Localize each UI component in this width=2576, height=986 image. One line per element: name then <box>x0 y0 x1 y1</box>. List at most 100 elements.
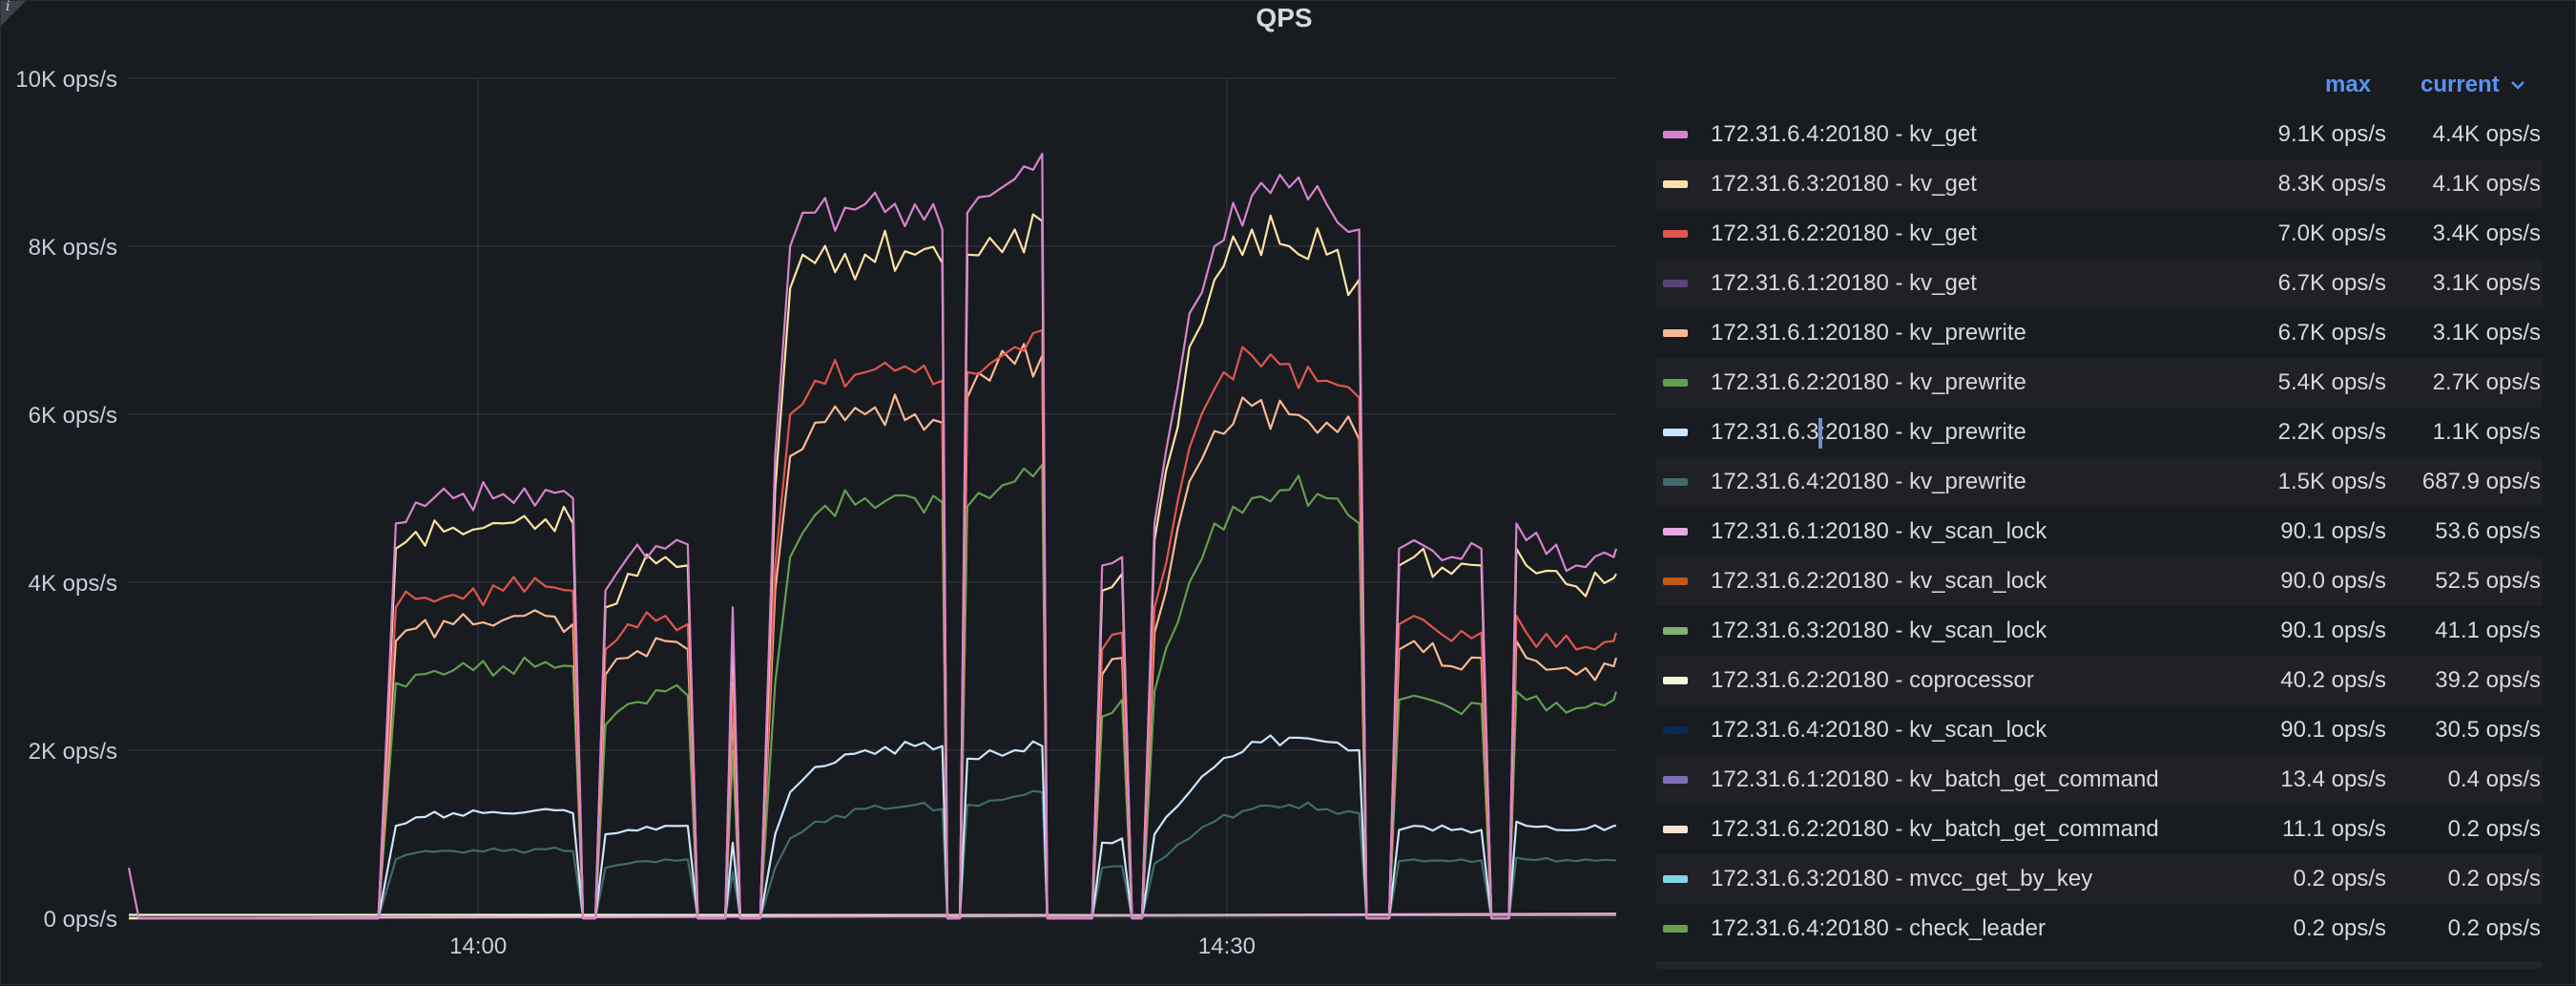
x-tick-label: 14:00 <box>449 934 507 959</box>
series-color-swatch[interactable] <box>1663 379 1688 387</box>
series-color-swatch[interactable] <box>1663 429 1688 436</box>
y-tick-label: 6K ops/s <box>29 403 117 429</box>
legend-max-value: 2.2K ops/s <box>2233 419 2386 446</box>
legend-series-name[interactable]: 172.31.6.2:20180 - kv_scan_lock <box>1711 568 2233 595</box>
legend-current-value: 4.1K ops/s <box>2386 171 2543 198</box>
legend-current-value: 4.4K ops/s <box>2386 121 2543 148</box>
chevron-down-icon <box>2509 78 2526 92</box>
series-color-swatch[interactable] <box>1663 875 1688 883</box>
legend-max-value: 90.1 ops/s <box>2233 717 2386 744</box>
legend-series-name[interactable]: 172.31.6.2:20180 - kv_batch_get_command <box>1711 816 2233 843</box>
legend-header-max[interactable]: max <box>2325 72 2371 98</box>
legend-series-name[interactable]: 172.31.6.1:20180 - kv_prewrite <box>1711 320 2233 346</box>
y-tick-label: 0 ops/s <box>44 907 117 933</box>
series-color-swatch[interactable] <box>1663 180 1688 188</box>
y-tick-label: 8K ops/s <box>29 235 117 261</box>
series-color-swatch[interactable] <box>1663 776 1688 784</box>
legend-current-value: 41.1 ops/s <box>2386 618 2543 644</box>
series-line <box>129 330 1616 918</box>
legend-series-name[interactable]: 172.31.6.4:20180 - kv_prewrite <box>1711 469 2233 495</box>
legend-max-value: 8.3K ops/s <box>2233 171 2386 198</box>
legend-current-value: 53.6 ops/s <box>2386 518 2543 545</box>
legend-max-value: 0.2 ops/s <box>2233 915 2386 942</box>
legend-max-value: 6.7K ops/s <box>2233 320 2386 346</box>
legend-max-value: 1.5K ops/s <box>2233 469 2386 495</box>
series-color-swatch[interactable] <box>1663 726 1688 734</box>
legend-max-value: 0.2 ops/s <box>2233 866 2386 892</box>
series-color-swatch[interactable] <box>1663 528 1688 535</box>
legend-current-value: 39.2 ops/s <box>2386 667 2543 694</box>
legend-header-current-label: current <box>2420 72 2500 97</box>
legend-series-name[interactable]: 172.31.6.3:20180 - kv_get <box>1711 171 2233 198</box>
legend-current-value: 2.7K ops/s <box>2386 369 2543 396</box>
legend-series-name[interactable]: 172.31.6.2:20180 - kv_prewrite <box>1711 369 2233 396</box>
legend-series-name[interactable]: 172.31.6.3:20180 - mvcc_get_by_key <box>1711 866 2233 892</box>
qps-chart[interactable]: 0 ops/s2K ops/s4K ops/s6K ops/s8K ops/s1… <box>1 1 1623 986</box>
legend-current-value: 3.1K ops/s <box>2386 320 2543 346</box>
legend-max-value: 90.0 ops/s <box>2233 568 2386 595</box>
legend-current-value: 0.4 ops/s <box>2386 766 2543 793</box>
legend-max-value: 7.0K ops/s <box>2233 220 2386 247</box>
legend-series-name[interactable]: 172.31.6.2:20180 - coprocessor <box>1711 667 2233 694</box>
legend-current-value: 30.5 ops/s <box>2386 717 2543 744</box>
x-tick-label: 14:30 <box>1198 934 1256 959</box>
legend-series-name[interactable]: 172.31.6.3:20180 - kv_prewrite <box>1711 419 2233 446</box>
legend-max-value: 40.2 ops/s <box>2233 667 2386 694</box>
legend-series-name[interactable]: 172.31.6.4:20180 - kv_scan_lock <box>1711 717 2233 744</box>
legend-max-value: 5.4K ops/s <box>2233 369 2386 396</box>
series-color-swatch[interactable] <box>1663 925 1688 933</box>
series-color-swatch[interactable] <box>1663 826 1688 833</box>
legend-max-value: 9.1K ops/s <box>2233 121 2386 148</box>
legend-series-name[interactable]: 172.31.6.1:20180 - kv_batch_get_command <box>1711 766 2233 793</box>
y-tick-label: 4K ops/s <box>29 571 117 597</box>
legend-max-value: 90.1 ops/s <box>2233 518 2386 545</box>
legend-current-value: 0.2 ops/s <box>2386 816 2543 843</box>
series-color-swatch[interactable] <box>1663 230 1688 238</box>
series-color-swatch[interactable] <box>1663 329 1688 337</box>
text-cursor <box>1818 418 1822 449</box>
legend-current-value: 687.9 ops/s <box>2386 469 2543 495</box>
y-tick-label: 10K ops/s <box>15 67 117 93</box>
legend-current-value: 0.2 ops/s <box>2386 915 2543 942</box>
legend-series-name[interactable]: 172.31.6.1:20180 - kv_scan_lock <box>1711 518 2233 545</box>
legend-current-value: 0.2 ops/s <box>2386 866 2543 892</box>
legend-series-name[interactable]: 172.31.6.3:20180 - kv_scan_lock <box>1711 618 2233 644</box>
series-color-swatch[interactable] <box>1663 280 1688 287</box>
legend-current-value: 3.4K ops/s <box>2386 220 2543 247</box>
legend-scrollbar[interactable] <box>1655 961 2543 969</box>
series-line <box>129 215 1616 918</box>
series-color-swatch[interactable] <box>1663 577 1688 585</box>
series-color-swatch[interactable] <box>1663 478 1688 486</box>
legend-header-current[interactable]: current <box>2420 72 2526 98</box>
series-color-swatch[interactable] <box>1663 131 1688 138</box>
series-line <box>129 344 1616 918</box>
legend-series-name[interactable]: 172.31.6.1:20180 - kv_get <box>1711 270 2233 297</box>
legend-max-value: 11.1 ops/s <box>2233 816 2386 843</box>
legend-series-name[interactable]: 172.31.6.4:20180 - check_leader <box>1711 915 2233 942</box>
legend-series-name[interactable]: 172.31.6.2:20180 - kv_get <box>1711 220 2233 247</box>
series-color-swatch[interactable] <box>1663 627 1688 635</box>
series-color-swatch[interactable] <box>1663 677 1688 684</box>
legend-series-name[interactable]: 172.31.6.4:20180 - kv_get <box>1711 121 2233 148</box>
series-line <box>129 154 1616 918</box>
legend-max-value: 6.7K ops/s <box>2233 270 2386 297</box>
